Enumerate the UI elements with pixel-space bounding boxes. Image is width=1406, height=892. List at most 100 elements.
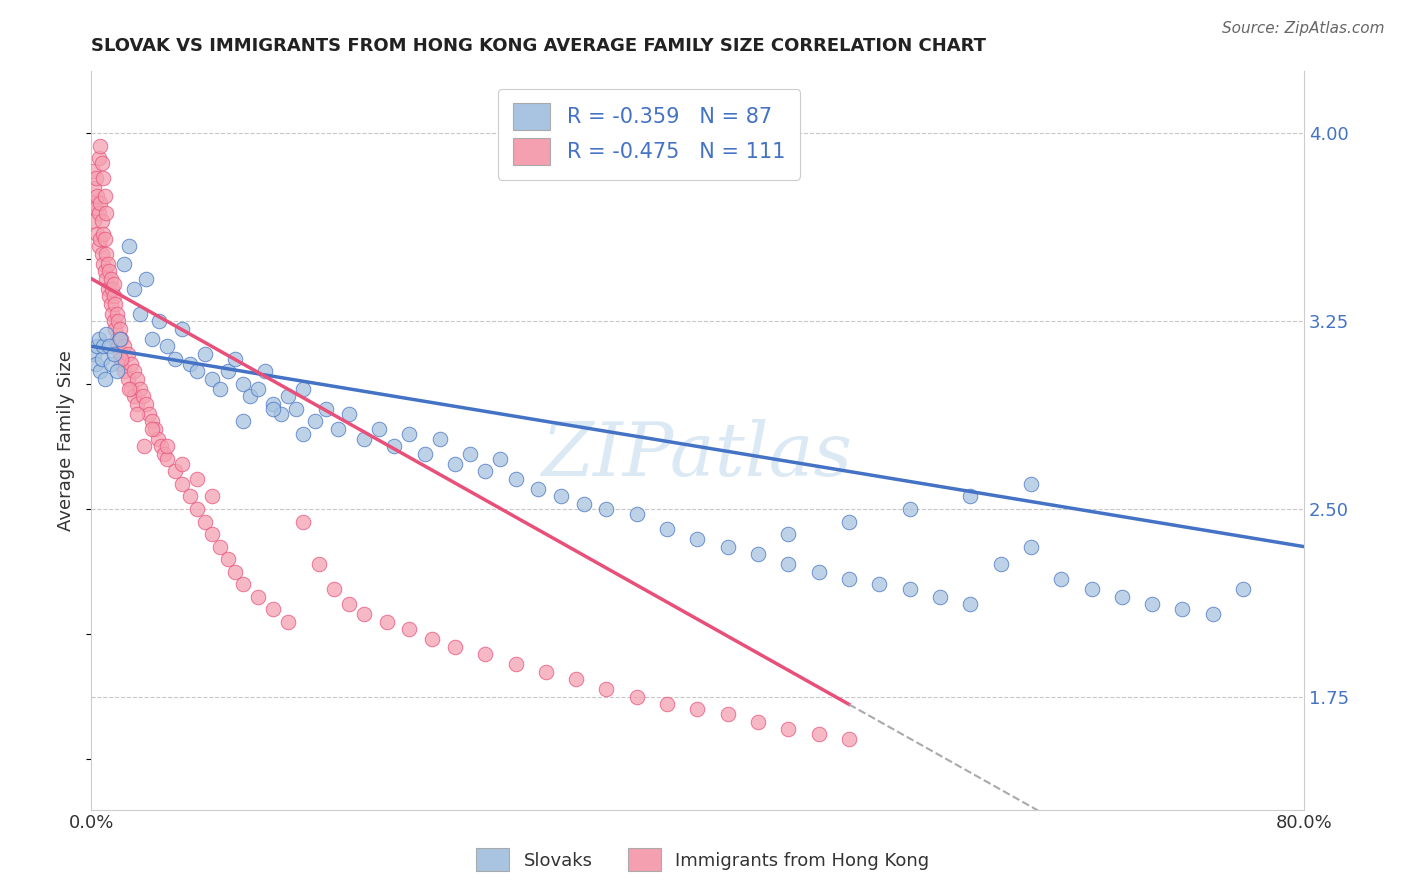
Point xyxy=(747,714,769,729)
Point xyxy=(444,640,467,654)
Point xyxy=(413,447,436,461)
Point xyxy=(89,196,111,211)
Point xyxy=(959,597,981,611)
Point xyxy=(747,547,769,561)
Point xyxy=(87,152,110,166)
Point xyxy=(655,522,678,536)
Point xyxy=(94,231,117,245)
Point xyxy=(96,271,118,285)
Point xyxy=(990,557,1012,571)
Point xyxy=(94,372,117,386)
Point xyxy=(128,307,150,321)
Point xyxy=(86,189,108,203)
Point xyxy=(1202,607,1225,622)
Point xyxy=(87,332,110,346)
Point xyxy=(108,332,131,346)
Point xyxy=(186,364,208,378)
Point xyxy=(565,673,588,687)
Point xyxy=(838,732,860,747)
Point xyxy=(149,439,172,453)
Point xyxy=(117,372,139,386)
Point xyxy=(107,314,129,328)
Point xyxy=(292,426,315,441)
Point xyxy=(550,490,572,504)
Point xyxy=(91,256,114,270)
Point xyxy=(94,189,117,203)
Point xyxy=(353,607,375,622)
Point xyxy=(284,401,307,416)
Text: Source: ZipAtlas.com: Source: ZipAtlas.com xyxy=(1222,21,1385,36)
Point xyxy=(91,171,114,186)
Point xyxy=(315,401,337,416)
Point xyxy=(328,422,350,436)
Point xyxy=(201,490,224,504)
Point xyxy=(254,364,277,378)
Point xyxy=(84,357,107,371)
Point xyxy=(87,206,110,220)
Point xyxy=(118,239,141,253)
Point xyxy=(959,490,981,504)
Point xyxy=(186,472,208,486)
Point xyxy=(98,339,121,353)
Point xyxy=(292,515,315,529)
Point xyxy=(96,326,118,341)
Point xyxy=(224,351,246,366)
Point xyxy=(97,256,120,270)
Point xyxy=(246,382,269,396)
Point xyxy=(277,615,299,629)
Point xyxy=(217,552,239,566)
Point xyxy=(217,364,239,378)
Point xyxy=(103,347,125,361)
Point xyxy=(87,239,110,253)
Point xyxy=(103,289,125,303)
Point xyxy=(270,407,292,421)
Point xyxy=(84,202,107,216)
Point xyxy=(110,332,132,346)
Point xyxy=(898,502,921,516)
Point xyxy=(208,540,231,554)
Point xyxy=(337,407,360,421)
Point xyxy=(100,271,122,285)
Point xyxy=(262,602,284,616)
Point xyxy=(125,397,148,411)
Point xyxy=(110,357,132,371)
Point xyxy=(96,206,118,220)
Point xyxy=(1019,540,1042,554)
Point xyxy=(83,214,105,228)
Point xyxy=(807,565,830,579)
Point xyxy=(308,557,330,571)
Y-axis label: Average Family Size: Average Family Size xyxy=(58,350,75,531)
Point xyxy=(90,214,112,228)
Point xyxy=(89,364,111,378)
Point xyxy=(179,357,201,371)
Point xyxy=(141,422,163,436)
Point xyxy=(595,502,617,516)
Point xyxy=(108,347,131,361)
Point xyxy=(104,321,127,335)
Point xyxy=(474,465,496,479)
Legend: R = -0.359   N = 87, R = -0.475   N = 111: R = -0.359 N = 87, R = -0.475 N = 111 xyxy=(498,88,800,179)
Point xyxy=(1080,582,1102,596)
Point xyxy=(778,557,800,571)
Point xyxy=(368,422,391,436)
Point xyxy=(232,414,254,428)
Point xyxy=(125,372,148,386)
Point xyxy=(686,532,709,546)
Point xyxy=(868,577,890,591)
Point xyxy=(146,432,169,446)
Point xyxy=(82,164,104,178)
Point xyxy=(232,577,254,591)
Point xyxy=(201,372,224,386)
Point xyxy=(141,332,163,346)
Point xyxy=(838,572,860,586)
Point xyxy=(90,351,112,366)
Point xyxy=(595,682,617,697)
Point xyxy=(91,227,114,241)
Point xyxy=(353,432,375,446)
Point xyxy=(117,347,139,361)
Point xyxy=(86,339,108,353)
Point xyxy=(110,351,132,366)
Point xyxy=(572,497,595,511)
Point xyxy=(1171,602,1194,616)
Text: ZIPatlas: ZIPatlas xyxy=(541,418,853,491)
